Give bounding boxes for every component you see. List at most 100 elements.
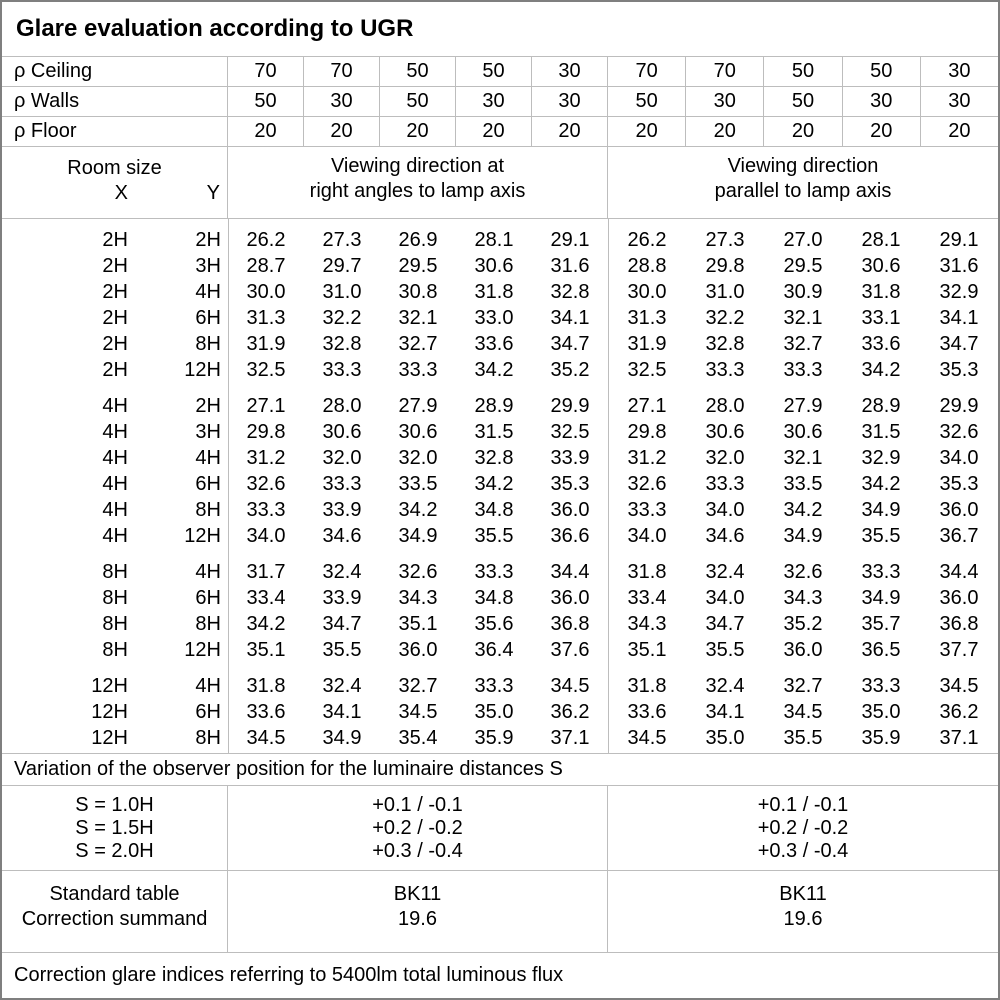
ugr-value: 35.5 [783,727,823,749]
reflectance-value: 30 [686,87,765,116]
variation-values-right-angles: +0.1 / -0.1 +0.2 / -0.2 +0.3 / -0.4 [228,786,608,870]
ugr-value: 32.4 [705,561,745,583]
ugr-row: 4H 2H 27.1 28.0 27.9 28.9 29.9 27.1 28.0 27.9 28.9… [2,393,998,419]
ugr-value: 36.0 [783,639,823,661]
ugr-value: 35.3 [939,473,979,495]
ugr-values-right-angles: 34.0 34.6 34.9 35.5 36.6 [228,523,608,549]
ugr-values-right-angles: 29.8 30.6 30.6 31.5 32.5 [228,419,608,445]
ugr-value: 34.0 [246,525,286,547]
ugr-value: 33.3 [322,359,362,381]
correction-summand-label: Correction summand [21,908,208,930]
ugr-values-right-angles: 31.2 32.0 32.0 32.8 33.9 [228,445,608,471]
ugr-values-right-angles: 32.6 33.3 33.5 34.2 35.3 [228,471,608,497]
ugr-value: 31.8 [246,675,286,697]
reflectance-value: 50 [764,57,843,86]
reflectance-value: 50 [764,87,843,116]
ugr-value: 32.2 [705,307,745,329]
ugr-values-parallel: 34.5 35.0 35.5 35.9 37.1 [608,725,998,751]
ugr-value: 33.3 [474,675,514,697]
ugr-values-parallel: 31.8 32.4 32.6 33.3 34.4 [608,559,998,585]
room-size-x: 4H [102,525,128,547]
ugr-value: 34.0 [705,499,745,521]
ugr-value: 36.8 [939,613,979,635]
ugr-value: 34.7 [550,333,590,355]
ugr-row-block: 4H 2H 27.1 28.0 27.9 28.9 29.9 27.1 28.0 27.9 28.9… [2,393,998,549]
ugr-value: 32.4 [705,675,745,697]
ugr-value: 32.0 [322,447,362,469]
ugr-values-right-angles: 34.5 34.9 35.4 35.9 37.1 [228,725,608,751]
ugr-value: 33.3 [705,473,745,495]
ugr-value: 33.6 [246,701,286,723]
viewing-direction-parallel-line1: Viewing direction [727,155,879,177]
ugr-value: 34.1 [939,307,979,329]
reflectance-value: 70 [228,57,304,86]
ugr-value: 28.0 [322,395,362,417]
ugr-values-right-angles: 33.3 33.9 34.2 34.8 36.0 [228,497,608,523]
reflectance-value: 50 [228,87,304,116]
variation-value: +0.2 / -0.2 [757,816,849,839]
reflectance-value: 50 [608,87,687,116]
ugr-value: 34.9 [398,525,438,547]
ugr-value: 30.6 [861,255,901,277]
reflectance-label-walls: ρ Walls [2,87,228,116]
ugr-value: 35.4 [398,727,438,749]
ugr-value: 32.5 [246,359,286,381]
ugr-value: 32.7 [783,333,823,355]
ugr-values-right-angles: 26.2 27.3 26.9 28.1 29.1 [228,227,608,253]
reflectance-value: 30 [456,87,532,116]
ugr-value: 34.5 [627,727,667,749]
ugr-value: 29.8 [627,421,667,443]
ugr-value: 28.8 [627,255,667,277]
room-size-x-label: X [114,182,128,204]
ugr-value: 34.0 [627,525,667,547]
ugr-table-body: 2H 2H 26.2 27.3 26.9 28.1 29.1 26.2 27.3 27.0 28.1… [2,219,998,753]
correction-summand-value: 19.6 [783,908,823,930]
ugr-value: 33.3 [627,499,667,521]
reflectance-value: 20 [532,117,608,146]
ugr-value: 33.0 [474,307,514,329]
ugr-value: 31.5 [474,421,514,443]
ugr-value: 34.9 [861,499,901,521]
ugr-row: 4H 3H 29.8 30.6 30.6 31.5 32.5 29.8 30.6 30.6 31.5… [2,419,998,445]
ugr-value: 33.3 [783,359,823,381]
distance-label: S = 2.0H [75,839,154,862]
reflectance-values-right-angles: 50 30 50 30 30 [228,87,608,116]
reflectance-value: 30 [304,87,380,116]
ugr-value: 33.6 [474,333,514,355]
ugr-values-right-angles: 33.6 34.1 34.5 35.0 36.2 [228,699,608,725]
ugr-values-parallel: 35.1 35.5 36.0 36.5 37.7 [608,637,998,663]
room-size-y: 6H [195,473,221,495]
ugr-value: 27.3 [705,229,745,251]
room-size-y: 2H [195,229,221,251]
ugr-value: 36.2 [939,701,979,723]
ugr-value: 32.6 [627,473,667,495]
reflectance-value: 20 [843,117,921,146]
table-gridline-vertical [228,219,229,753]
reflectance-value: 70 [686,57,765,86]
ugr-value: 34.2 [474,359,514,381]
ugr-value: 34.0 [939,447,979,469]
reflectance-value: 30 [843,87,921,116]
table-gridline-vertical [608,219,609,753]
reflectance-value: 20 [456,117,532,146]
ugr-values-right-angles: 34.2 34.7 35.1 35.6 36.8 [228,611,608,637]
ugr-value: 33.3 [474,561,514,583]
summary-values-right-angles: BK11 19.6 [228,871,608,952]
ugr-values-parallel: 33.3 34.0 34.2 34.9 36.0 [608,497,998,523]
room-size-y: 6H [195,701,221,723]
ugr-value: 34.1 [705,701,745,723]
room-size-x: 2H [102,255,128,277]
reflectance-label-floor: ρ Floor [2,117,228,146]
viewing-direction-right-angles-header: Viewing direction at right angles to lam… [228,147,608,218]
ugr-value: 28.9 [474,395,514,417]
ugr-value: 37.7 [939,639,979,661]
ugr-value: 36.8 [550,613,590,635]
ugr-value: 35.6 [474,613,514,635]
ugr-row: 12H 8H 34.5 34.9 35.4 35.9 37.1 34.5 35.0 35.5 35.… [2,725,998,751]
ugr-values-right-angles: 31.9 32.8 32.7 33.6 34.7 [228,331,608,357]
distance-label: S = 1.0H [75,793,154,816]
ugr-value: 28.1 [474,229,514,251]
ugr-value: 34.8 [474,499,514,521]
ugr-values-right-angles: 33.4 33.9 34.3 34.8 36.0 [228,585,608,611]
ugr-value: 35.7 [861,613,901,635]
